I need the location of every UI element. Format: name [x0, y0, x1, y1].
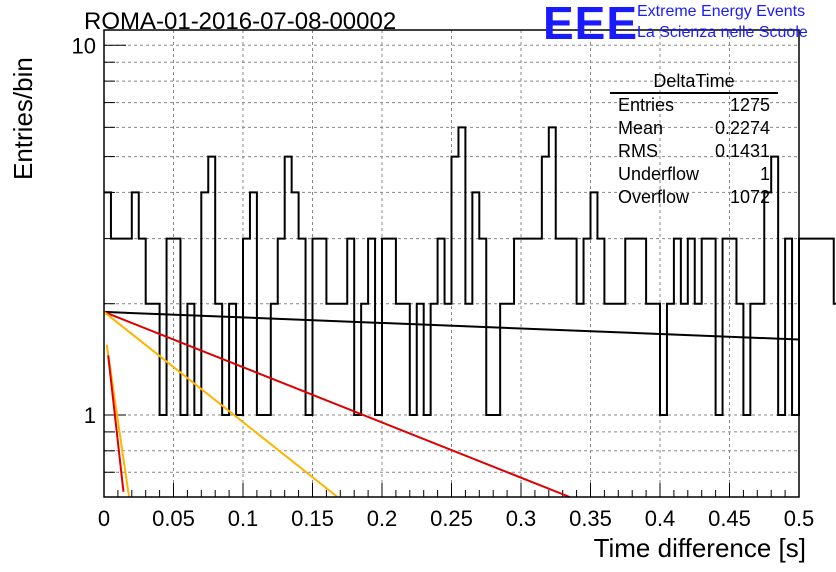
stats-row: Mean 0.2274 — [610, 117, 778, 140]
y-tick-label: 10 — [72, 33, 96, 58]
stats-value: 0.1431 — [714, 141, 770, 161]
chart-title: ROMA-01-2016-07-08-00002 — [84, 8, 397, 35]
x-tick-label: 0 — [98, 506, 110, 531]
histogram-line — [104, 126, 836, 416]
stats-row: Entries 1275 — [610, 94, 778, 117]
stats-label: Underflow — [618, 164, 700, 184]
x-tick-label: 0.1 — [228, 506, 259, 531]
x-tick-label: 0.25 — [430, 506, 473, 531]
stats-value: 1275 — [729, 95, 770, 115]
fit-line — [103, 310, 800, 341]
x-tick-label: 0.3 — [506, 506, 537, 531]
x-axis-label: Time difference [s] — [593, 533, 806, 563]
stats-label: Entries — [618, 95, 675, 115]
plot-frame — [103, 29, 800, 498]
stats-row: Underflow 1 — [610, 163, 778, 186]
x-tick-label: 0.05 — [152, 506, 195, 531]
x-tick-label: 0.45 — [708, 506, 751, 531]
eee-logo: EEE — [543, 0, 639, 49]
fit-line — [107, 355, 125, 492]
stats-box: DeltaTime Entries 1275 Mean 0.2274 RMS 0… — [610, 70, 778, 209]
x-tick-label: 0.15 — [291, 506, 334, 531]
stats-value: 1 — [759, 164, 770, 184]
y-axis-label: Entries/bin — [8, 57, 38, 180]
stats-value: 1072 — [729, 187, 770, 207]
fit-line — [103, 311, 339, 498]
fit-line — [103, 311, 571, 498]
logo-line-2: La Scienza nelle Scuole — [637, 24, 808, 41]
y-tick-label: 1 — [84, 403, 96, 428]
x-tick-label: 0.5 — [784, 506, 815, 531]
x-tick-label: 0.2 — [367, 506, 398, 531]
stats-label: Mean — [618, 118, 664, 138]
x-tick-label: 0.35 — [569, 506, 612, 531]
stats-value: 0.2274 — [714, 118, 770, 138]
stats-label: Overflow — [618, 187, 690, 207]
stats-title: DeltaTime — [610, 70, 778, 94]
stats-row: Overflow 1072 — [610, 186, 778, 209]
logo-line-1: Extreme Energy Events — [637, 3, 806, 20]
x-tick-label: 0.4 — [645, 506, 676, 531]
stats-label: RMS — [618, 141, 658, 161]
stats-row: RMS 0.1431 — [610, 140, 778, 163]
